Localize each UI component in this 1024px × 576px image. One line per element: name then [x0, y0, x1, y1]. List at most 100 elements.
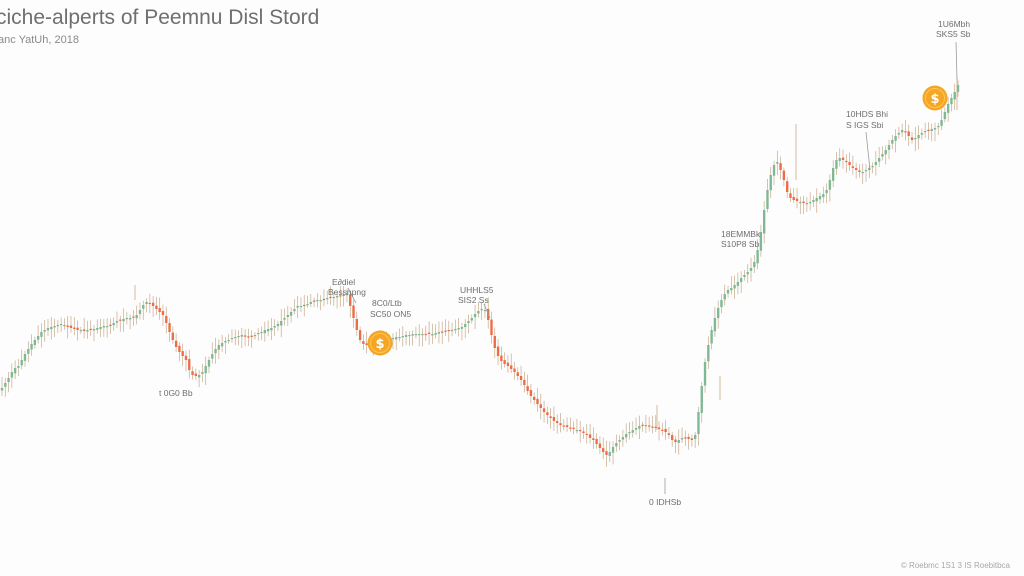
- candle-up: [762, 210, 766, 234]
- annotation-8-line2: SKS5 Sb: [936, 29, 971, 39]
- candle-down: [602, 448, 605, 452]
- candle-down: [851, 166, 855, 168]
- annotation-3: UHHLS5 SIS2 Ss: [458, 285, 494, 319]
- candle-up: [296, 306, 299, 308]
- candle-down: [510, 365, 513, 369]
- candle-up: [739, 278, 743, 283]
- candle-up: [822, 194, 825, 198]
- candle-up: [930, 129, 933, 131]
- candle-up: [260, 332, 263, 334]
- candle-up: [956, 85, 960, 92]
- candle-down: [444, 330, 447, 332]
- candle-up: [138, 310, 142, 314]
- candle-up: [125, 318, 129, 320]
- candle-down: [191, 371, 194, 375]
- candle-up: [115, 321, 119, 323]
- candle-down: [779, 163, 782, 170]
- candle-up: [914, 138, 917, 140]
- candle-up: [20, 360, 23, 366]
- candle-down: [546, 412, 549, 415]
- candle-down: [782, 170, 786, 180]
- candle-down: [342, 294, 345, 296]
- candle-down: [171, 332, 175, 340]
- candle-up: [207, 360, 211, 367]
- candle-up: [289, 312, 293, 316]
- candle-up: [345, 294, 349, 296]
- annotation-3-line2: SIS2 Ss: [458, 295, 489, 305]
- candle-up: [122, 319, 125, 322]
- candle-down: [904, 131, 907, 133]
- candle-down: [529, 390, 533, 396]
- candle-up: [707, 345, 710, 362]
- candle-up: [33, 340, 37, 346]
- candle-down: [516, 372, 519, 376]
- candle-down: [792, 196, 795, 200]
- candle-down: [322, 298, 326, 301]
- candle-up: [700, 386, 703, 413]
- candle-down: [358, 330, 362, 340]
- candle-down: [519, 376, 523, 380]
- candle-up: [418, 334, 421, 336]
- candle-down: [854, 168, 858, 170]
- candle-up: [214, 349, 217, 354]
- candle-up: [240, 335, 244, 337]
- candle-up: [831, 168, 835, 181]
- candle-up: [204, 366, 207, 374]
- candle-down: [667, 433, 671, 435]
- candle-up: [411, 334, 414, 336]
- candle-up: [703, 362, 707, 386]
- candle-up: [0, 388, 4, 391]
- candle-down: [352, 305, 355, 318]
- annotation-8-line1: 1U6Mbh: [938, 19, 970, 29]
- chart-subtitle: anc YatUh, 2018: [0, 34, 79, 46]
- candle-down: [687, 436, 690, 439]
- candle-up: [220, 343, 224, 347]
- candle-down: [789, 193, 792, 198]
- candle-up: [720, 300, 723, 308]
- candle-up: [818, 196, 822, 200]
- candle-down: [598, 443, 602, 448]
- candle-up: [749, 268, 753, 271]
- candle-down: [664, 428, 667, 432]
- candle-up: [713, 318, 717, 332]
- candle-down: [523, 379, 526, 385]
- candle-down: [490, 319, 493, 335]
- candle-down: [910, 137, 914, 140]
- candle-down: [181, 351, 184, 356]
- candle-up: [812, 200, 815, 203]
- candle-up: [631, 430, 634, 433]
- candle-up: [946, 104, 950, 113]
- candle-down: [496, 346, 500, 356]
- candle-down: [174, 340, 178, 347]
- candle-up: [257, 333, 260, 335]
- chart-title: ciche-alperts of Peemnu Disl Stord: [0, 6, 320, 29]
- candle-down: [569, 427, 572, 429]
- candle-down: [76, 327, 79, 330]
- candle-up: [608, 452, 611, 456]
- candle-up: [828, 180, 832, 190]
- candle-down: [66, 325, 69, 327]
- candle-up: [611, 447, 615, 453]
- candle-down: [841, 157, 845, 160]
- dollar-coin-icon: $: [922, 85, 948, 111]
- candle-up: [437, 332, 441, 334]
- candle-up: [43, 330, 46, 332]
- annotation-6-line1: 18EMMBk: [721, 229, 761, 239]
- candle-up: [286, 315, 289, 318]
- candle-up: [401, 336, 404, 338]
- annotation-1-line1: E∂diel: [332, 277, 355, 287]
- candle-up: [316, 300, 319, 302]
- annotation-8: 1U6Mbh SKS5 Sb: [936, 19, 971, 81]
- candle-down: [109, 324, 112, 326]
- candle-up: [414, 334, 418, 336]
- candle-up: [335, 296, 339, 298]
- candle-up: [10, 372, 14, 378]
- candle-up: [398, 337, 401, 339]
- candle-down: [82, 329, 86, 331]
- candle-up: [894, 136, 897, 141]
- candle-up: [769, 175, 772, 191]
- candle-up: [808, 202, 812, 204]
- candle-down: [303, 304, 306, 307]
- candle-up: [201, 372, 204, 374]
- candle-up: [7, 378, 10, 383]
